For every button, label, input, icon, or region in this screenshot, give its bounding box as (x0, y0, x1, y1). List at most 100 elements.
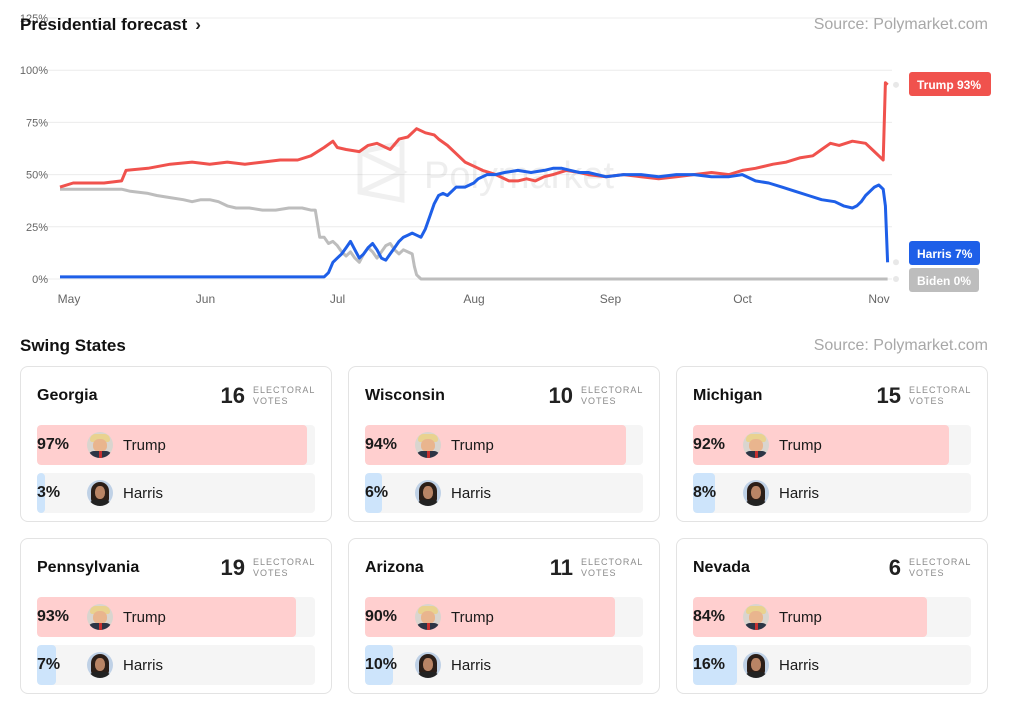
state-name: Wisconsin (365, 387, 445, 404)
electoral-votes-count: 19 (220, 555, 245, 580)
trump-probability-bar (37, 597, 296, 637)
electoral-votes: 19 ELECTORAL VOTES (221, 555, 315, 581)
state-card[interactable]: Michigan 15 ELECTORAL VOTES 92% Trump (676, 366, 988, 522)
x-tick-label: Aug (463, 292, 484, 306)
electoral-votes-count: 6 (888, 555, 901, 580)
candidate-bars: 97% Trump 3% Harris (37, 425, 315, 513)
trump-percent: 84% (693, 608, 726, 625)
x-axis-ticks: May Jun Jul Aug Sep Oct Nov (58, 292, 890, 306)
x-tick-label: May (58, 292, 81, 306)
trump-avatar (87, 432, 113, 458)
harris-probability-bar (37, 473, 46, 513)
harris-probability-bar (365, 645, 393, 685)
series-lines (59, 81, 890, 281)
state-card[interactable]: Georgia 16 ELECTORAL VOTES 97% Trump (20, 366, 332, 522)
candidate-row-harris[interactable]: 8% Harris (693, 473, 971, 513)
state-card[interactable]: Nevada 6 ELECTORAL VOTES 84% Trump (676, 538, 988, 694)
candidate-bars: 92% Trump 8% Harris (693, 425, 971, 513)
electoral-votes-label: ELECTORAL VOTES (909, 385, 972, 406)
electoral-votes: 10 ELECTORAL VOTES (549, 383, 643, 409)
candidate-row-trump[interactable]: 92% Trump (693, 425, 971, 465)
electoral-votes: 6 ELECTORAL VOTES (889, 555, 971, 581)
forecast-source: Source: Polymarket.com (813, 16, 988, 33)
state-card-header: Nevada 6 ELECTORAL VOTES (693, 539, 971, 597)
candidate-row-trump[interactable]: 94% Trump (365, 425, 643, 465)
candidate-row-trump[interactable]: 84% Trump (693, 597, 971, 637)
state-name: Georgia (37, 387, 98, 404)
electoral-votes-label: ELECTORAL VOTES (253, 557, 316, 578)
harris-probability-bar (365, 473, 382, 513)
y-tick-label: 50% (26, 170, 48, 182)
forecast-title[interactable]: Presidential forecast (20, 15, 188, 34)
series-end-label: Trump 93% (917, 78, 981, 92)
harris-avatar (87, 652, 113, 678)
trump-name: Trump (451, 436, 494, 454)
harris-avatar (743, 652, 769, 678)
candidate-bars: 94% Trump 6% Harris (365, 425, 643, 513)
series-end-label-bg (909, 268, 979, 292)
state-card-header: Wisconsin 10 ELECTORAL VOTES (365, 367, 643, 425)
electoral-votes-count: 10 (548, 383, 573, 408)
candidate-row-trump[interactable]: 93% Trump (37, 597, 315, 637)
series-end-label-bg (909, 72, 991, 96)
series-line-trump (59, 81, 889, 189)
candidate-row-harris[interactable]: 16% Harris (693, 645, 971, 685)
harris-name: Harris (779, 656, 819, 674)
electoral-votes-count: 16 (220, 383, 245, 408)
watermark-text: Polymarket (424, 155, 614, 197)
series-end-dot (893, 81, 899, 88)
trump-probability-bar (365, 597, 616, 637)
state-card[interactable]: Pennsylvania 19 ELECTORAL VOTES 93% Trump (20, 538, 332, 694)
trump-avatar (743, 432, 769, 458)
trump-percent: 93% (37, 608, 70, 625)
state-card[interactable]: Wisconsin 10 ELECTORAL VOTES 94% Trump (348, 366, 660, 522)
electoral-votes: 11 ELECTORAL VOTES (550, 555, 643, 581)
state-card-header: Georgia 16 ELECTORAL VOTES (37, 367, 315, 425)
electoral-votes: 16 ELECTORAL VOTES (221, 383, 315, 409)
state-name: Michigan (693, 387, 763, 404)
chevron-right-icon[interactable]: › (195, 15, 201, 34)
swing-source: Source: Polymarket.com (813, 337, 988, 354)
swing-header: Swing States Source: Polymarket.com (20, 336, 988, 356)
y-axis-ticks: 0% 25% 50% 75% 100% 125% (20, 13, 48, 286)
y-tick-label: 75% (26, 117, 48, 129)
harris-avatar (415, 652, 441, 678)
candidate-bars: 93% Trump 7% Harris (37, 597, 315, 685)
harris-avatar (87, 480, 113, 506)
forecast-title-link[interactable]: Presidential forecast › (20, 15, 201, 35)
candidate-row-trump[interactable]: 90% Trump (365, 597, 643, 637)
candidate-bars: 90% Trump 10% Harris (365, 597, 643, 685)
harris-avatar (415, 480, 441, 506)
candidate-bars: 84% Trump 16% Harris (693, 597, 971, 685)
state-card[interactable]: Arizona 11 ELECTORAL VOTES 90% Trump (348, 538, 660, 694)
series-end-label-bg (909, 241, 980, 265)
harris-name: Harris (123, 656, 163, 674)
harris-probability-bar (693, 473, 716, 513)
harris-name: Harris (451, 484, 491, 502)
candidate-row-harris[interactable]: 3% Harris (37, 473, 315, 513)
harris-percent: 8% (693, 484, 717, 501)
x-tick-label: Sep (600, 292, 622, 306)
polymarket-watermark: Polymarket (357, 139, 614, 204)
harris-probability-bar (37, 645, 57, 685)
candidate-row-trump[interactable]: 97% Trump (37, 425, 315, 465)
harris-percent: 6% (365, 484, 389, 501)
candidate-row-harris[interactable]: 6% Harris (365, 473, 643, 513)
electoral-votes: 15 ELECTORAL VOTES (877, 383, 971, 409)
series-line-biden (60, 187, 888, 281)
electoral-votes-label: ELECTORAL VOTES (253, 385, 316, 406)
trump-probability-bar (693, 597, 927, 637)
series-end-label: Harris 7% (917, 247, 973, 261)
x-tick-label: Nov (868, 292, 889, 306)
candidate-row-harris[interactable]: 7% Harris (37, 645, 315, 685)
harris-percent: 16% (693, 656, 726, 673)
electoral-votes-label: ELECTORAL VOTES (909, 557, 972, 578)
candidate-row-harris[interactable]: 10% Harris (365, 645, 643, 685)
trump-name: Trump (451, 608, 494, 626)
trump-avatar (415, 432, 441, 458)
y-tick-label: 125% (20, 13, 48, 25)
trump-probability-bar (365, 425, 627, 465)
trump-percent: 90% (365, 608, 398, 625)
y-tick-label: 0% (32, 274, 48, 286)
series-end-dot (893, 259, 899, 266)
